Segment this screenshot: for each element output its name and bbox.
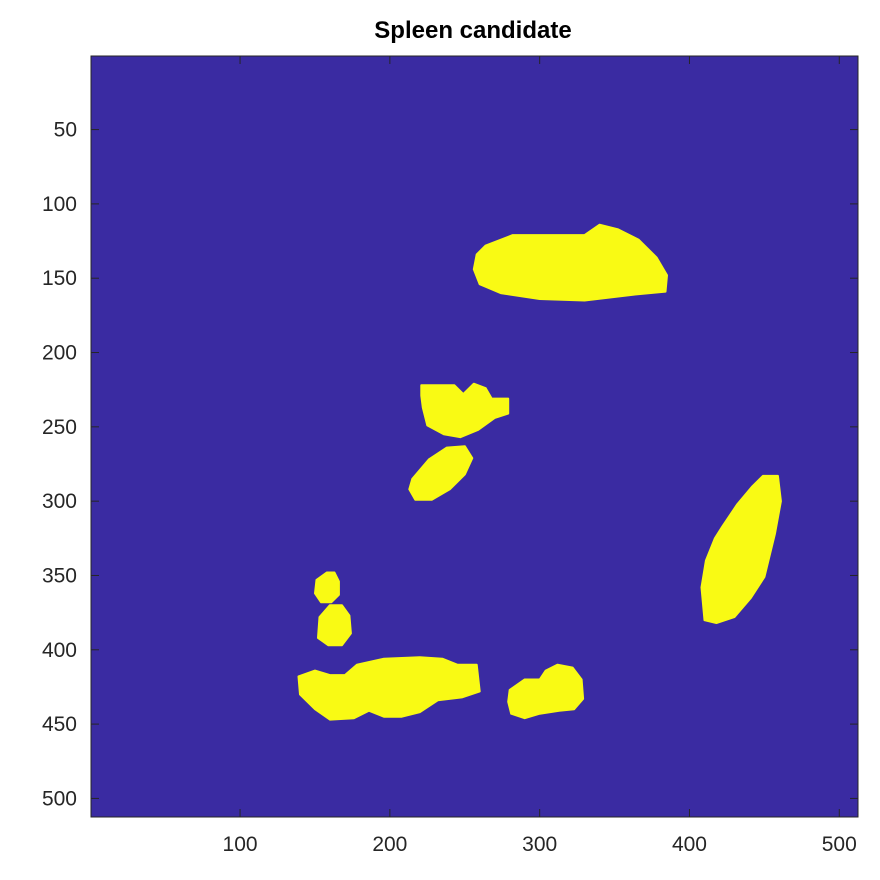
y-tick-label: 400 xyxy=(42,639,77,662)
y-tick-label: 200 xyxy=(42,342,77,365)
x-tick-label: 400 xyxy=(672,833,707,856)
mask-regions xyxy=(297,223,782,721)
x-axis: 100 200 300 400 500 xyxy=(223,56,857,856)
region-bottom-center xyxy=(507,663,585,720)
y-tick-label: 500 xyxy=(42,787,77,810)
axes-frame xyxy=(90,55,859,818)
x-tick-label: 500 xyxy=(822,833,857,856)
figure-title: Spleen candidate xyxy=(374,17,571,44)
y-tick-label: 100 xyxy=(42,193,77,216)
y-axis: 50 100 150 200 250 300 350 400 450 500 xyxy=(42,119,858,810)
region-right-elongated xyxy=(700,474,782,624)
y-tick-label: 450 xyxy=(42,713,77,736)
region-mid-diagonal xyxy=(408,445,474,501)
y-tick-label: 250 xyxy=(42,416,77,439)
x-tick-label: 300 xyxy=(522,833,557,856)
region-mid-cluster xyxy=(420,382,510,439)
x-tick-label: 100 xyxy=(223,833,258,856)
region-left-small-upper xyxy=(314,571,340,604)
region-bottom-left-wide xyxy=(297,656,481,721)
region-left-small-lower xyxy=(317,604,352,647)
y-tick-label: 150 xyxy=(42,267,77,290)
plot-area xyxy=(90,55,859,818)
plot-background xyxy=(91,56,858,817)
y-tick-label: 350 xyxy=(42,564,77,587)
y-tick-label: 50 xyxy=(54,119,77,142)
region-top-right-large xyxy=(472,223,668,302)
y-tick-label: 300 xyxy=(42,490,77,513)
x-tick-label: 200 xyxy=(372,833,407,856)
